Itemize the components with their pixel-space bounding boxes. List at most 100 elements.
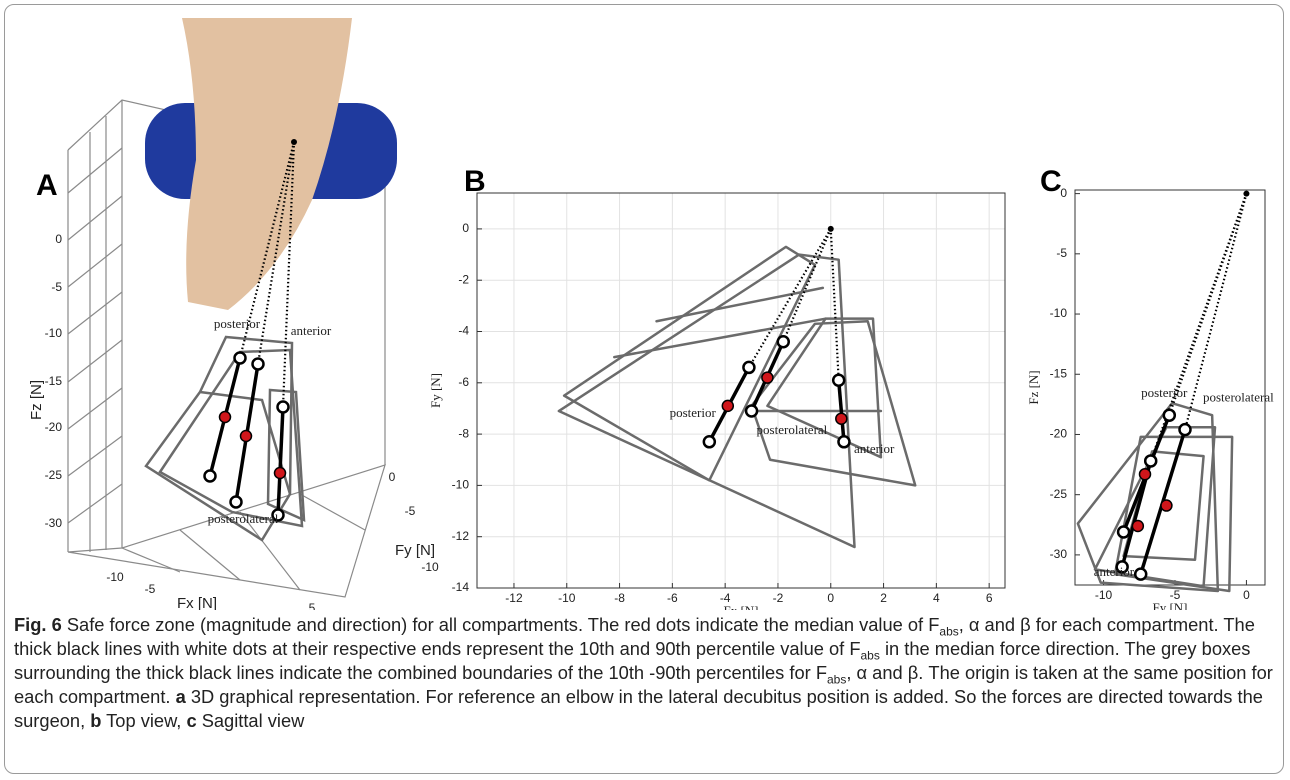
force-zone-box bbox=[1093, 425, 1217, 588]
y-tick-label: -2 bbox=[458, 272, 469, 286]
median-dot bbox=[835, 412, 848, 425]
x-tick-label: -4 bbox=[720, 591, 731, 605]
force-zone-box bbox=[1076, 401, 1220, 593]
origin bbox=[827, 225, 834, 232]
y-tick-label: -10 bbox=[1050, 306, 1068, 320]
caption-text: Top view, bbox=[101, 710, 187, 731]
z-tick-label: -15 bbox=[45, 374, 63, 388]
force-zone-box bbox=[750, 319, 917, 487]
x-tick-label: -8 bbox=[614, 591, 625, 605]
x-tick-label: -10 bbox=[1095, 588, 1113, 602]
x-tick-label: 2 bbox=[880, 591, 887, 605]
x-axis-label: Fx [N] bbox=[723, 603, 758, 610]
x-tick-label: -6 bbox=[667, 591, 678, 605]
panel-a: A posterior anterior posterolateral 0 -5… bbox=[28, 18, 439, 610]
compartment-label: anterior bbox=[1094, 564, 1135, 579]
x-tick-label: -2 bbox=[773, 591, 784, 605]
figure: A posterior anterior posterolateral 0 -5… bbox=[28, 18, 1274, 610]
z-tick-label: -5 bbox=[51, 280, 62, 294]
y-tick-label: -10 bbox=[452, 478, 470, 492]
caption-text: in the median force direction. The grey … bbox=[14, 638, 1251, 683]
caption-text: Safe force zone (magnitude and direction… bbox=[61, 614, 940, 635]
compartment-label: anterior bbox=[291, 323, 332, 338]
x-axis-label: Fy [N] bbox=[1152, 600, 1187, 610]
median-dot bbox=[761, 371, 774, 384]
x-tick-label: -10 bbox=[106, 570, 124, 584]
y-tick-label: 0 bbox=[389, 470, 396, 484]
percentile-dot bbox=[837, 435, 851, 449]
percentile-dot bbox=[702, 435, 717, 449]
z-tick-label: 0 bbox=[55, 232, 62, 246]
panel-letter: A bbox=[36, 169, 58, 202]
x-tick-label: -5 bbox=[145, 582, 156, 596]
median-dot bbox=[1138, 467, 1152, 481]
origin bbox=[1243, 190, 1250, 197]
compartment-label: posterior bbox=[1141, 385, 1188, 400]
y-axis-label: Fy [N] bbox=[428, 373, 443, 408]
force-zone-box bbox=[766, 317, 883, 459]
plot-frame bbox=[1074, 189, 1266, 586]
elbow-photo bbox=[182, 18, 352, 310]
force-zone-box bbox=[557, 253, 856, 549]
compartment-label: anterior bbox=[854, 441, 895, 456]
y-tick-label: 0 bbox=[1060, 186, 1067, 200]
y-tick-label: -4 bbox=[458, 324, 469, 338]
percentile-dot bbox=[1143, 454, 1158, 468]
caption-subscript: abs bbox=[860, 648, 880, 663]
plot-frame bbox=[476, 192, 1006, 589]
figure-caption: Fig. 6 Safe force zone (magnitude and di… bbox=[14, 613, 1276, 733]
caption-text: Sagittal view bbox=[196, 710, 305, 731]
x-tick-label: -12 bbox=[505, 591, 523, 605]
x-tick-label: 0 bbox=[827, 591, 834, 605]
y-tick-label: -20 bbox=[1050, 427, 1068, 441]
direction-lines bbox=[238, 141, 296, 408]
median-dot bbox=[1131, 519, 1145, 533]
percentile-dot bbox=[1133, 567, 1148, 581]
percentile-dot bbox=[1162, 408, 1177, 422]
median-dot bbox=[721, 399, 735, 413]
z-tick-label: -25 bbox=[45, 468, 63, 482]
direction-line bbox=[747, 228, 832, 368]
y-tick-label: -30 bbox=[1050, 547, 1068, 561]
y-axis-label: Fz [N] bbox=[1026, 370, 1041, 404]
y-axis-label: Fy [N] bbox=[395, 542, 435, 559]
x-tick-label: 5 bbox=[309, 601, 316, 610]
y-tick-label: -8 bbox=[458, 426, 469, 440]
x-tick-label: 6 bbox=[986, 591, 993, 605]
x-axis-label: Fx [N] bbox=[177, 595, 217, 610]
percentile-dot bbox=[1115, 560, 1129, 574]
caption-panel-ref: a bbox=[175, 686, 186, 707]
y-tick-label: 0 bbox=[462, 221, 469, 235]
y-tick-label: -25 bbox=[1050, 487, 1068, 501]
caption-panel-ref: b bbox=[90, 710, 102, 731]
caption-text: , α and β for each compartment. The thic… bbox=[14, 614, 1255, 659]
percentile-line bbox=[836, 380, 846, 442]
z-tick-label: -20 bbox=[45, 420, 63, 434]
direction-line bbox=[782, 228, 832, 343]
panel-letter: B bbox=[464, 165, 486, 198]
y-tick-label: -5 bbox=[405, 504, 416, 518]
direction-line bbox=[829, 228, 840, 381]
y-tick-label: -14 bbox=[452, 580, 470, 594]
compartment-label: posterior bbox=[670, 405, 717, 420]
caption-panel-ref: c bbox=[186, 710, 197, 731]
percentile-dot bbox=[742, 360, 756, 375]
z-tick-label: -30 bbox=[45, 516, 63, 530]
percentile-dots bbox=[203, 351, 290, 522]
y-tick-label: -12 bbox=[452, 529, 470, 543]
origin bbox=[291, 139, 297, 145]
percentile-dot bbox=[1178, 422, 1192, 437]
x-tick-label: 0 bbox=[1243, 588, 1250, 602]
caption-text: 3D graphical representation. For referen… bbox=[14, 686, 1263, 731]
force-zone-box bbox=[655, 286, 825, 323]
percentile-dot bbox=[831, 373, 846, 387]
z-axis-label: Fz [N] bbox=[28, 380, 45, 420]
median-dot bbox=[1160, 499, 1173, 512]
force-zone-box bbox=[613, 317, 827, 359]
z-tick-label: -10 bbox=[45, 326, 63, 340]
x-tick-label: -10 bbox=[558, 591, 576, 605]
y-tick-label: -5 bbox=[1056, 246, 1067, 260]
x-tick-label: -5 bbox=[1170, 588, 1181, 602]
percentile-dot bbox=[776, 335, 790, 349]
caption-text: , α and β. The origin is taken at the sa… bbox=[14, 662, 1273, 707]
